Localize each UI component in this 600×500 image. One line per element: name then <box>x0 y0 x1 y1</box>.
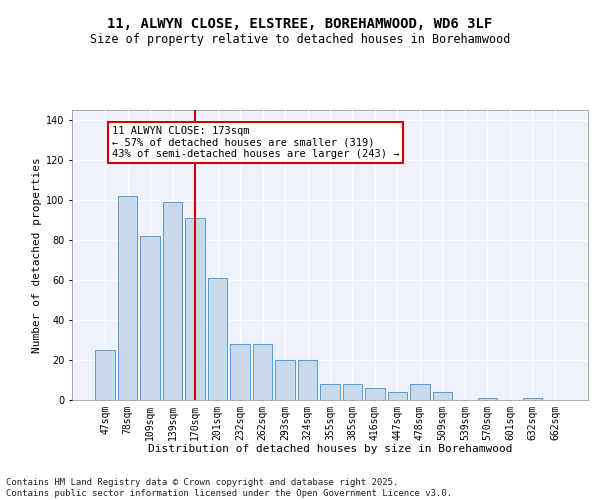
Bar <box>185 218 205 400</box>
Bar <box>320 384 340 400</box>
Text: 11 ALWYN CLOSE: 173sqm
← 57% of detached houses are smaller (319)
43% of semi-de: 11 ALWYN CLOSE: 173sqm ← 57% of detached… <box>112 126 399 159</box>
X-axis label: Distribution of detached houses by size in Borehamwood: Distribution of detached houses by size … <box>148 444 512 454</box>
Bar <box>298 360 317 400</box>
Bar <box>433 392 452 400</box>
Bar <box>523 398 542 400</box>
Bar <box>410 384 430 400</box>
Bar <box>275 360 295 400</box>
Y-axis label: Number of detached properties: Number of detached properties <box>32 157 41 353</box>
Bar <box>253 344 272 400</box>
Text: Contains HM Land Registry data © Crown copyright and database right 2025.
Contai: Contains HM Land Registry data © Crown c… <box>6 478 452 498</box>
Bar <box>163 202 182 400</box>
Bar <box>365 388 385 400</box>
Bar <box>343 384 362 400</box>
Bar <box>208 278 227 400</box>
Bar <box>230 344 250 400</box>
Bar <box>388 392 407 400</box>
Bar <box>118 196 137 400</box>
Text: 11, ALWYN CLOSE, ELSTREE, BOREHAMWOOD, WD6 3LF: 11, ALWYN CLOSE, ELSTREE, BOREHAMWOOD, W… <box>107 18 493 32</box>
Bar <box>478 398 497 400</box>
Bar <box>140 236 160 400</box>
Bar <box>95 350 115 400</box>
Text: Size of property relative to detached houses in Borehamwood: Size of property relative to detached ho… <box>90 32 510 46</box>
